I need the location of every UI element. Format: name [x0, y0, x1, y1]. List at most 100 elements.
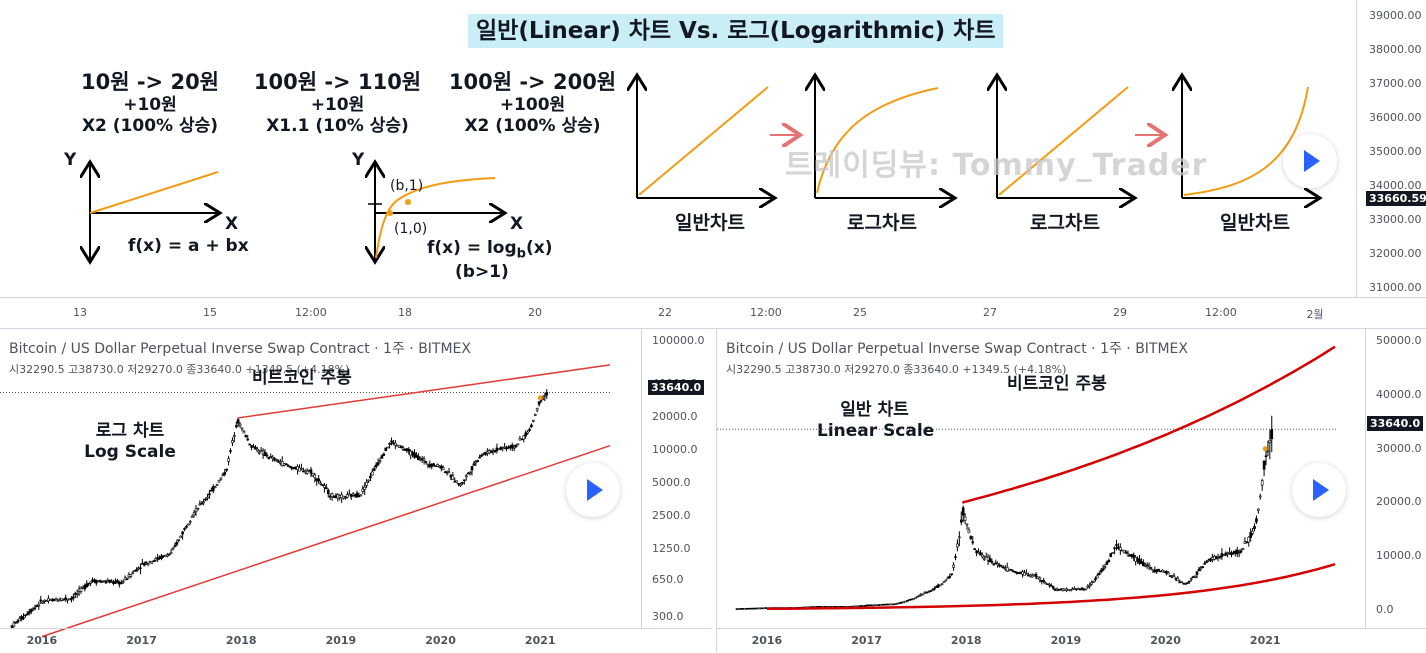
candle [1188, 580, 1191, 584]
candle [1249, 528, 1252, 542]
candle [24, 614, 27, 618]
candle [1180, 581, 1183, 584]
candle [372, 465, 376, 472]
candle [64, 594, 67, 602]
left-ohlc: 시32290.5 고38730.0 저29270.0 종33640.0 +134… [9, 363, 350, 376]
candle [323, 482, 326, 493]
candle [988, 554, 992, 563]
top-time-tick: 12:00 [1205, 306, 1237, 319]
candle [436, 463, 439, 468]
candle [102, 580, 106, 583]
candle [1247, 536, 1251, 547]
example3-line1: 100원 -> 200원 [448, 70, 617, 94]
candle [1107, 558, 1111, 563]
candle [464, 474, 468, 481]
candle [952, 562, 955, 571]
candle [169, 548, 173, 555]
top-price-tick: 34000.00 [1369, 179, 1422, 192]
top-time-tick: 22 [658, 306, 672, 319]
candle [942, 580, 946, 583]
top-time-tick: 20 [528, 306, 542, 319]
candle [971, 536, 975, 545]
candle [489, 449, 493, 454]
candle [321, 484, 324, 487]
candle [1111, 552, 1114, 554]
candle [89, 581, 92, 586]
year-tick: 2020 [1150, 634, 1181, 647]
play-button-top[interactable] [1283, 134, 1337, 188]
right-chart-pane[interactable]: Bitcoin / US Dollar Perpetual Inverse Sw… [716, 328, 1426, 652]
candle [443, 470, 447, 473]
candle [150, 561, 154, 565]
linear-function-graph [55, 150, 295, 280]
candle [516, 443, 520, 446]
candle [472, 460, 476, 466]
right-annotation-type-label: 일반 차트 [840, 400, 909, 420]
year-tick: 2016 [751, 634, 783, 647]
play-button-right[interactable] [1292, 463, 1346, 517]
candle [181, 530, 184, 540]
candle [1172, 572, 1176, 578]
candle [522, 435, 526, 443]
right-price-scale[interactable]: 50000.0 40000.0 30000.0 20000.0 10000.0 0.0 [1365, 328, 1426, 628]
left-price-scale[interactable]: 100000.040000.020000.010000.05000.02500.… [641, 328, 712, 628]
price-tick: 20000.0 [1376, 495, 1422, 509]
log-function-graph [340, 150, 540, 280]
candle [1142, 559, 1145, 567]
left-time-axis[interactable]: 2016 2017 2018 2019 2020 2021 [0, 628, 711, 653]
play-button-left[interactable] [566, 463, 620, 517]
example2-line1: 100원 -> 110원 [253, 70, 422, 94]
candle [545, 389, 549, 399]
candle [1218, 555, 1222, 560]
candle [365, 479, 368, 489]
linear-y-label: Y [64, 150, 77, 170]
right-annotation-scale-label: Linear Scale [817, 421, 935, 442]
top-time-axis[interactable]: 13 15 12:00 18 20 22 12:00 25 27 29 12:00 2월 [0, 297, 1426, 329]
candle [1048, 582, 1051, 588]
candle [422, 456, 426, 465]
top-price-tick: 37000.00 [1369, 77, 1422, 90]
candle [484, 451, 487, 456]
candle [1115, 539, 1118, 551]
candle [407, 447, 411, 455]
candle [242, 429, 246, 434]
candle [257, 449, 261, 455]
top-time-tick: 15 [203, 306, 217, 319]
candle [1103, 563, 1107, 570]
candle [1166, 570, 1170, 575]
right-symbol-title: Bitcoin / US Dollar Perpetual Inverse Sw… [726, 341, 1188, 357]
year-tick: 2018 [225, 634, 257, 647]
candle [215, 483, 219, 486]
candle [959, 511, 963, 526]
left-chart-pane[interactable]: Bitcoin / US Dollar Perpetual Inverse Sw… [0, 328, 711, 652]
candle [535, 407, 539, 413]
top-time-tick: 2월 [1306, 308, 1324, 321]
year-tick: 2021 [524, 634, 556, 647]
candle [248, 443, 251, 446]
example-small-change: 100원 -> 110원 +10원 X1.1 (10% 상승) [245, 70, 430, 136]
trendline-curve [766, 563, 1336, 611]
candle [217, 479, 221, 483]
candle [382, 452, 386, 457]
candle [958, 531, 961, 547]
candle [1165, 570, 1168, 576]
top-time-tick: 12:00 [295, 306, 327, 319]
right-time-axis[interactable]: 2016 2017 2018 2019 2020 2021 [717, 628, 1426, 653]
candle [904, 600, 907, 603]
candle [390, 437, 393, 446]
candle [135, 567, 138, 572]
candle [300, 463, 303, 471]
candle [179, 535, 182, 538]
candle [967, 527, 971, 534]
candle [965, 523, 969, 530]
candle [119, 579, 123, 585]
candle [110, 579, 113, 583]
highlight-point [1262, 446, 1268, 452]
candle [18, 616, 21, 622]
candle [114, 578, 117, 585]
candle [139, 563, 142, 575]
candle [190, 514, 194, 518]
top-price-scale[interactable]: 39000.00 38000.00 37000.00 36000.00 35000.00… [1356, 0, 1426, 298]
candle [480, 453, 483, 458]
top-price-tick: 35000.00 [1369, 145, 1422, 158]
